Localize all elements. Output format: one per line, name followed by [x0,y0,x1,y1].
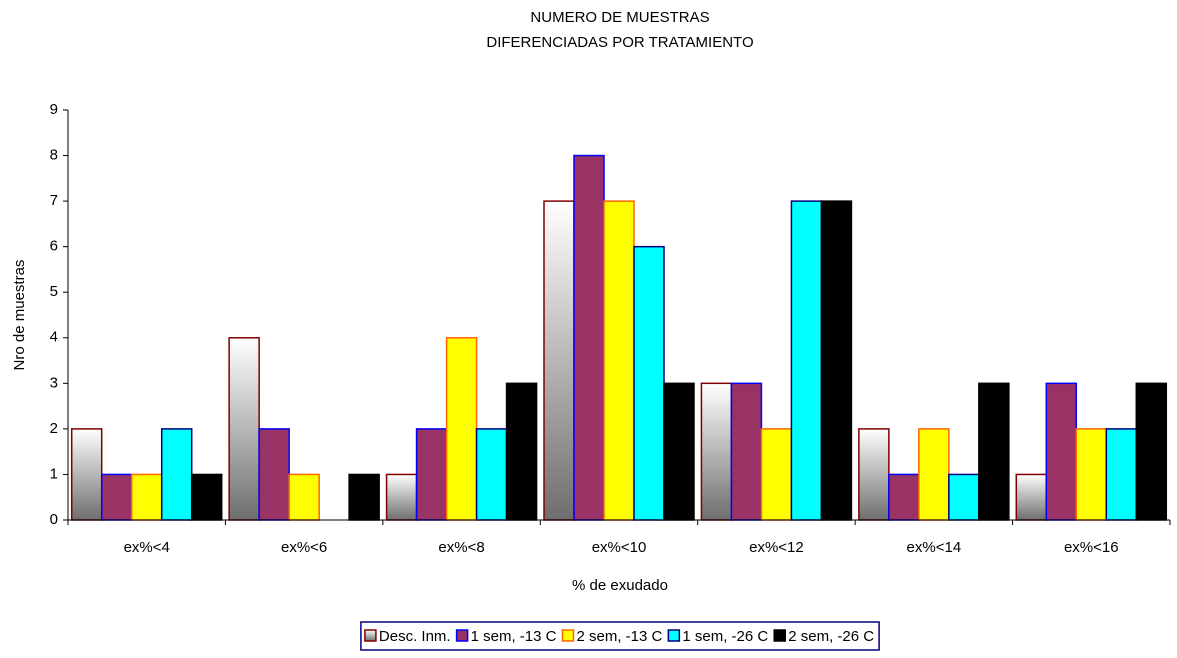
y-tick-label: 1 [50,465,58,482]
bar [1045,382,1078,521]
bar [978,382,1010,521]
chart-title: DIFERENCIADAS POR TRATAMIENTO [486,34,753,51]
legend-swatch [455,629,469,642]
bar [385,473,418,521]
y-tick-label: 9 [50,101,58,118]
x-tick-label: ex%<12 [749,539,804,556]
bar [190,473,223,521]
bar [1105,428,1138,521]
x-tick-label: ex%<16 [1064,539,1119,556]
legend-swatch [561,629,575,642]
bar [70,428,103,521]
bar [1135,382,1168,521]
bar [790,200,823,521]
x-tick-label: ex%<6 [281,539,327,556]
x-axis-label: % de exudado [572,577,668,594]
legend-label: 2 sem, -26 C [788,628,874,645]
chart-title: NUMERO DE MUESTRAS [530,9,709,26]
bar [258,428,290,521]
bar [1015,473,1048,521]
bar [603,200,635,521]
bar [100,473,133,521]
y-tick-label: 7 [50,192,58,209]
legend-label: 2 sem, -13 C [576,628,662,645]
bar [633,245,665,521]
bar [160,428,193,521]
bar [130,473,163,521]
y-tick-label: 4 [50,329,58,346]
bar [663,382,695,521]
bar [415,428,448,521]
bar [918,428,950,521]
y-tick-label: 2 [50,420,58,437]
bar [445,337,478,521]
legend-swatch [773,629,786,642]
legend-swatch [364,629,377,642]
bar [700,382,733,521]
bar [505,382,538,521]
bar [760,428,793,521]
x-tick-label: ex%<10 [592,539,647,556]
x-tick-label: ex%<8 [438,539,484,556]
bar [475,428,508,521]
bar [288,473,320,521]
bar [573,154,605,521]
y-axis-label: Nro de muestras [11,260,28,371]
y-tick-label: 8 [50,147,58,164]
bar [543,200,575,521]
bar [948,473,980,521]
y-tick-label: 3 [50,374,58,391]
bar [888,473,920,521]
y-tick-label: 5 [50,283,58,300]
legend-box [360,621,880,651]
y-tick-label: 6 [50,238,58,255]
y-tick-label: 0 [50,511,58,528]
bar [348,473,380,521]
bar [730,382,763,521]
bar [228,337,260,521]
legend-swatch [667,629,681,642]
legend-label: 1 sem, -13 C [471,628,557,645]
x-tick-label: ex%<4 [124,539,170,556]
x-tick-label: ex%<14 [907,539,962,556]
bar [1075,428,1108,521]
legend-label: 1 sem, -26 C [682,628,768,645]
bar [820,200,853,521]
legend-label: Desc. Inm. [379,628,451,645]
bar [858,428,890,521]
